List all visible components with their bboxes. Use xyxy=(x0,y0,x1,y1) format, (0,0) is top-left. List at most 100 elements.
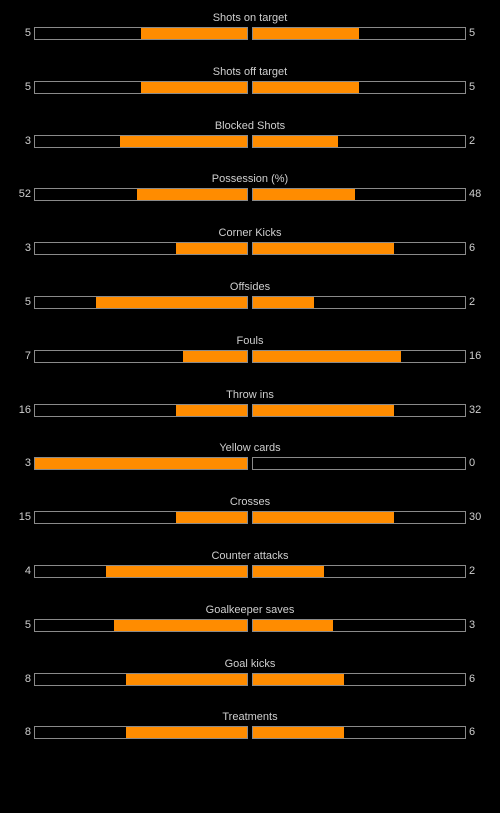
away-bar xyxy=(252,350,466,363)
home-bar xyxy=(34,457,248,470)
home-bar xyxy=(34,673,248,686)
away-bar xyxy=(252,726,466,739)
away-value: 3 xyxy=(469,619,476,631)
away-value: 48 xyxy=(469,188,482,200)
stat-row: Offsides 5 2 xyxy=(0,281,500,321)
stat-row: Corner Kicks 3 6 xyxy=(0,227,500,267)
stat-row: Blocked Shots 3 2 xyxy=(0,120,500,160)
home-value: 4 xyxy=(24,565,31,577)
home-bar-fill xyxy=(96,297,247,308)
home-bar-fill xyxy=(120,136,247,147)
stat-label: Yellow cards xyxy=(219,442,281,454)
away-bar-fill xyxy=(253,28,359,39)
away-bar-fill xyxy=(253,405,394,416)
stat-label: Throw ins xyxy=(226,389,274,401)
stat-label: Shots on target xyxy=(212,12,288,24)
home-bar xyxy=(34,242,248,255)
away-value: 2 xyxy=(469,135,476,147)
away-bar-fill xyxy=(253,243,394,254)
home-value: 3 xyxy=(24,242,31,254)
home-bar-fill xyxy=(176,512,247,523)
home-bar-fill xyxy=(176,405,247,416)
home-value: 7 xyxy=(24,350,31,362)
stat-label: Offsides xyxy=(229,281,271,293)
home-bar-fill xyxy=(137,189,247,200)
home-bar-fill xyxy=(35,458,247,469)
away-value: 2 xyxy=(469,296,476,308)
stat-label: Treatments xyxy=(222,711,278,723)
home-value: 5 xyxy=(24,27,31,39)
away-bar-fill xyxy=(253,136,338,147)
stat-row: Shots off target 5 5 xyxy=(0,66,500,106)
stat-row: Crosses 15 30 xyxy=(0,496,500,536)
stat-label: Crosses xyxy=(229,496,271,508)
away-bar-fill xyxy=(253,620,333,631)
home-bar xyxy=(34,619,248,632)
home-bar xyxy=(34,81,248,94)
home-bar xyxy=(34,511,248,524)
home-bar-fill xyxy=(176,243,247,254)
away-bar xyxy=(252,242,466,255)
away-bar xyxy=(252,619,466,632)
stat-row: Treatments 8 6 xyxy=(0,711,500,751)
away-bar-fill xyxy=(253,82,359,93)
home-value: 8 xyxy=(24,726,31,738)
away-bar xyxy=(252,81,466,94)
away-bar xyxy=(252,27,466,40)
away-bar-fill xyxy=(253,297,314,308)
home-bar xyxy=(34,27,248,40)
home-bar xyxy=(34,188,248,201)
away-value: 6 xyxy=(469,242,476,254)
home-bar xyxy=(34,726,248,739)
away-bar xyxy=(252,296,466,309)
away-value: 6 xyxy=(469,673,476,685)
stat-label: Fouls xyxy=(236,335,264,347)
home-bar xyxy=(34,135,248,148)
home-bar-fill xyxy=(183,351,247,362)
away-value: 5 xyxy=(469,81,476,93)
home-value: 15 xyxy=(18,511,31,523)
away-value: 5 xyxy=(469,27,476,39)
stat-row: Possession (%) 52 48 xyxy=(0,173,500,213)
away-bar-fill xyxy=(253,674,344,685)
stat-label: Blocked Shots xyxy=(214,120,286,132)
home-value: 3 xyxy=(24,457,31,469)
home-bar xyxy=(34,565,248,578)
away-bar xyxy=(252,457,466,470)
home-value: 5 xyxy=(24,296,31,308)
away-bar xyxy=(252,188,466,201)
away-bar-fill xyxy=(253,512,394,523)
home-value: 8 xyxy=(24,673,31,685)
away-value: 16 xyxy=(469,350,482,362)
stat-row: Goalkeeper saves 5 3 xyxy=(0,604,500,644)
home-bar-fill xyxy=(106,566,247,577)
stat-row: Counter attacks 4 2 xyxy=(0,550,500,590)
home-value: 5 xyxy=(24,619,31,631)
home-bar xyxy=(34,404,248,417)
away-value: 30 xyxy=(469,511,482,523)
stat-row: Fouls 7 16 xyxy=(0,335,500,375)
away-value: 32 xyxy=(469,404,482,416)
away-bar-fill xyxy=(253,189,355,200)
home-bar-fill xyxy=(126,727,247,738)
home-value: 3 xyxy=(24,135,31,147)
stat-row: Yellow cards 3 0 xyxy=(0,442,500,482)
away-value: 2 xyxy=(469,565,476,577)
away-value: 0 xyxy=(469,457,476,469)
stat-label: Goal kicks xyxy=(224,658,276,670)
away-bar xyxy=(252,511,466,524)
home-bar xyxy=(34,350,248,363)
stat-label: Goalkeeper saves xyxy=(205,604,295,616)
stat-label: Possession (%) xyxy=(211,173,289,185)
home-value: 5 xyxy=(24,81,31,93)
away-bar-fill xyxy=(253,727,344,738)
stat-row: Goal kicks 8 6 xyxy=(0,658,500,698)
stat-label: Counter attacks xyxy=(211,550,289,562)
away-bar xyxy=(252,135,466,148)
home-bar-fill xyxy=(126,674,247,685)
home-bar-fill xyxy=(141,82,247,93)
away-value: 6 xyxy=(469,726,476,738)
home-bar xyxy=(34,296,248,309)
stat-label: Shots off target xyxy=(212,66,288,78)
stat-label: Corner Kicks xyxy=(218,227,282,239)
